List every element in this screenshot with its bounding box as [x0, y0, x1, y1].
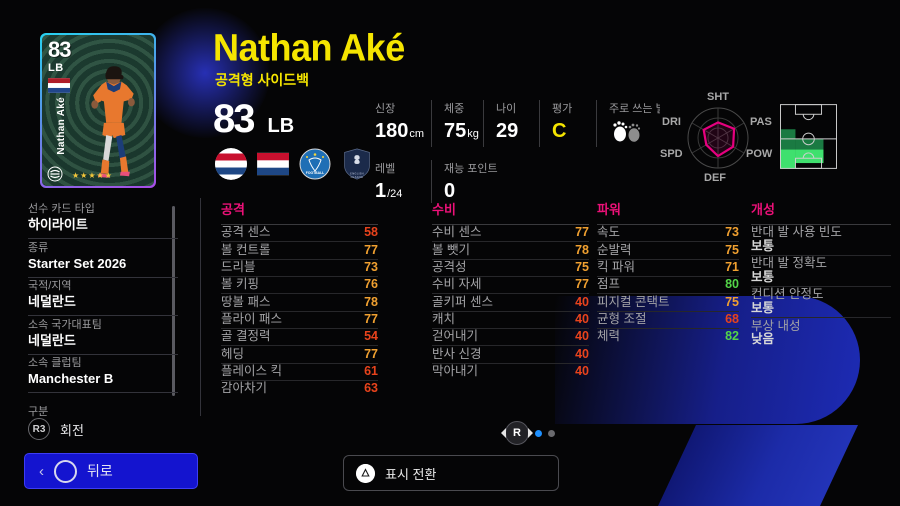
svg-text:LEAGUE: LEAGUE [351, 175, 364, 179]
svg-text:FOOTBALL: FOOTBALL [306, 171, 324, 175]
